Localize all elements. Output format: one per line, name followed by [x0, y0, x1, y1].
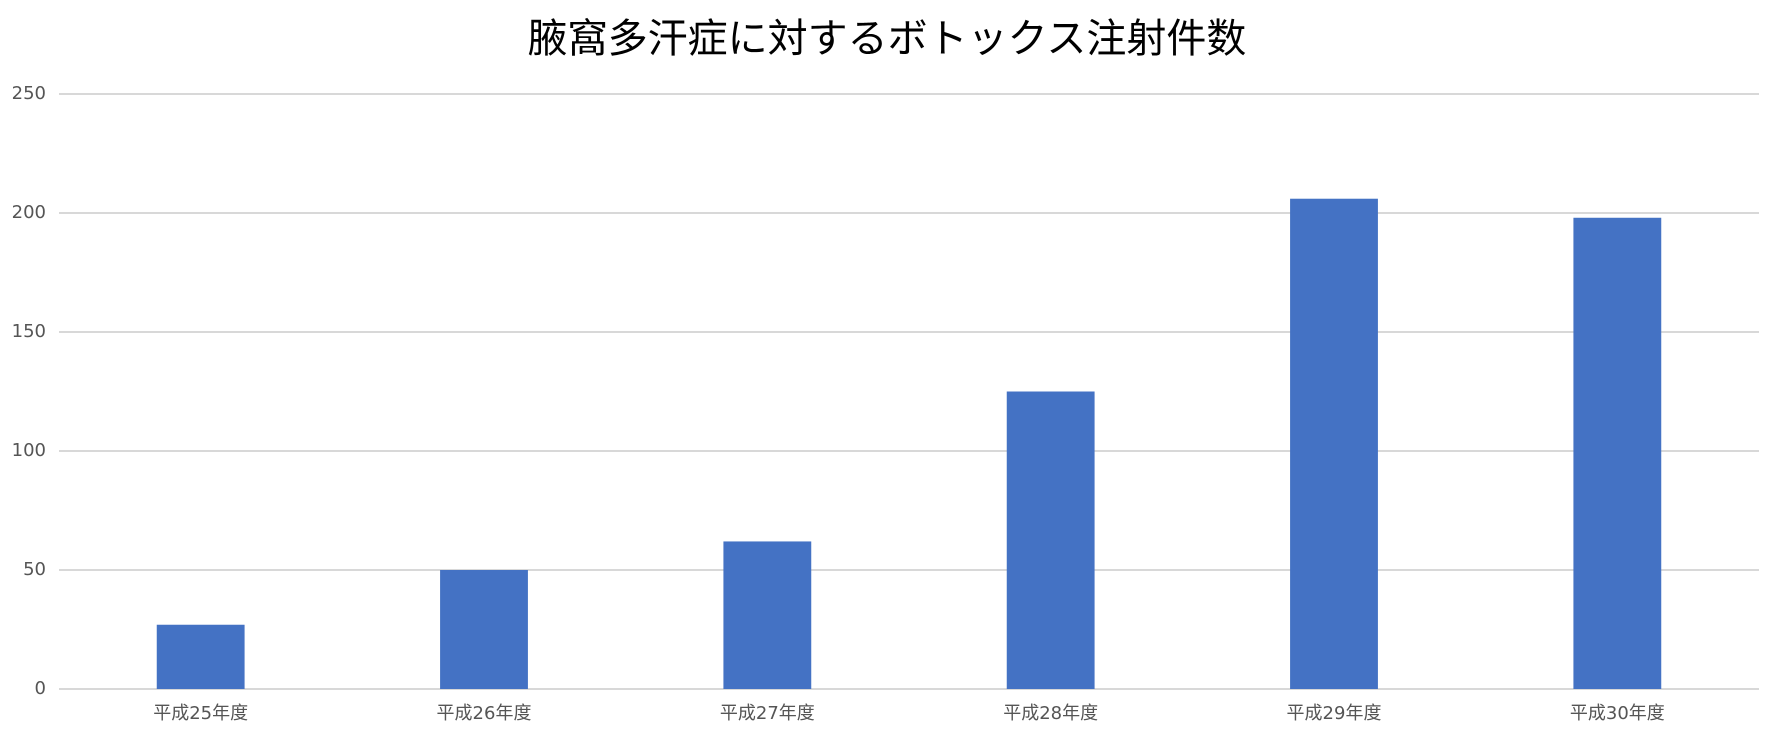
bar: [1006, 391, 1095, 689]
bar: [1573, 217, 1662, 689]
bar: [440, 570, 528, 689]
x-tick-label: 平成30年度: [1570, 703, 1665, 724]
bar: [156, 624, 245, 689]
bar: [723, 541, 812, 689]
y-tick-label: 150: [12, 321, 46, 342]
x-tick-label: 平成28年度: [1003, 703, 1098, 724]
y-tick-label: 100: [12, 440, 46, 461]
chart-title: 腋窩多汗症に対するボトックス注射件数: [528, 16, 1247, 62]
y-tick-label: 200: [12, 202, 46, 223]
x-tick-label: 平成25年度: [153, 703, 248, 724]
x-tick-label: 平成29年度: [1287, 703, 1382, 724]
y-tick-label: 250: [12, 83, 46, 104]
x-tick-label: 平成26年度: [437, 703, 532, 724]
y-tick-label: 50: [23, 559, 46, 580]
x-tick-label: 平成27年度: [720, 703, 815, 724]
bar: [1290, 198, 1378, 689]
y-tick-label: 0: [35, 678, 46, 699]
